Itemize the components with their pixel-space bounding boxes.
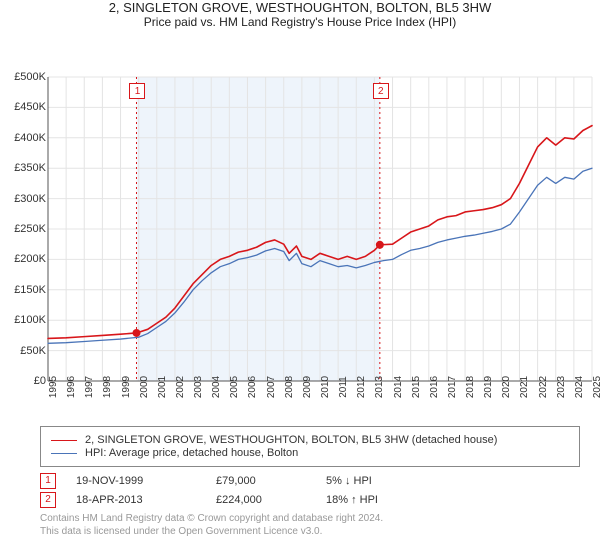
legend-label-property: 2, SINGLETON GROVE, WESTHOUGHTON, BOLTON… xyxy=(85,434,497,446)
y-tick-label: £500K xyxy=(14,71,46,83)
y-tick-label: £0 xyxy=(34,375,46,387)
y-tick-label: £400K xyxy=(14,132,46,144)
sale-price: £79,000 xyxy=(216,475,306,487)
sale-date: 18-APR-2013 xyxy=(76,494,196,506)
legend-swatch-property xyxy=(51,440,77,441)
sales-row: 1 19-NOV-1999 £79,000 5% ↓ HPI xyxy=(40,473,580,489)
y-tick-label: £50K xyxy=(20,345,46,357)
sale-marker-icon: 1 xyxy=(40,473,56,489)
sale-date: 19-NOV-1999 xyxy=(76,475,196,487)
sales-row: 2 18-APR-2013 £224,000 18% ↑ HPI xyxy=(40,492,580,508)
price-chart: £0 £50K £100K £150K £200K £250K £300K £350K £400… xyxy=(0,33,600,418)
legend-swatch-hpi xyxy=(51,453,77,454)
sales-table: 1 19-NOV-1999 £79,000 5% ↓ HPI 2 18-APR-2013 £… xyxy=(40,473,580,508)
y-tick-label: £150K xyxy=(14,284,46,296)
page-subtitle: Price paid vs. HM Land Registry's House … xyxy=(0,15,600,29)
legend: 2, SINGLETON GROVE, WESTHOUGHTON, BOLTON… xyxy=(40,426,580,467)
y-tick-label: £350K xyxy=(14,162,46,174)
y-tick-label: £200K xyxy=(14,253,46,265)
sale-price: £224,000 xyxy=(216,494,306,506)
sale-marker-icon: 2 xyxy=(40,492,56,508)
footnote: Contains HM Land Registry data © Crown c… xyxy=(40,512,580,538)
y-tick-label: £450K xyxy=(14,101,46,113)
legend-label-hpi: HPI: Average price, detached house, Bolt… xyxy=(85,447,298,459)
y-tick-label: £300K xyxy=(14,193,46,205)
legend-row-property: 2, SINGLETON GROVE, WESTHOUGHTON, BOLTON… xyxy=(51,434,569,446)
y-tick-label: £100K xyxy=(14,314,46,326)
legend-row-hpi: HPI: Average price, detached house, Bolt… xyxy=(51,447,569,459)
y-axis-labels: £0 £50K £100K £150K £200K £250K £300K £350K £400… xyxy=(0,33,48,413)
footnote-line2: This data is licensed under the Open Gov… xyxy=(40,525,580,538)
footnote-line1: Contains HM Land Registry data © Crown c… xyxy=(40,512,580,525)
y-tick-label: £250K xyxy=(14,223,46,235)
chart-svg xyxy=(0,33,600,413)
sale-delta: 18% ↑ HPI xyxy=(326,494,416,506)
page-title: 2, SINGLETON GROVE, WESTHOUGHTON, BOLTON… xyxy=(0,0,600,15)
sale-delta: 5% ↓ HPI xyxy=(326,475,416,487)
